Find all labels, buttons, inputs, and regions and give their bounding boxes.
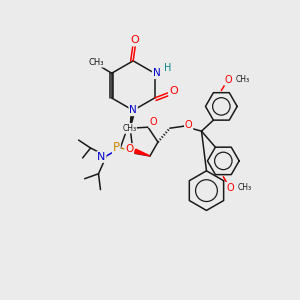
Text: N: N <box>153 68 160 78</box>
Text: N: N <box>97 152 106 162</box>
Text: O: O <box>169 86 178 96</box>
Text: O: O <box>224 75 232 85</box>
Polygon shape <box>134 149 150 156</box>
Text: CH₃: CH₃ <box>122 124 136 133</box>
Text: O: O <box>226 183 234 193</box>
Text: O: O <box>125 144 133 154</box>
Text: H: H <box>164 63 171 73</box>
Text: O: O <box>131 35 140 45</box>
Text: CH₃: CH₃ <box>235 75 249 84</box>
Polygon shape <box>130 110 135 128</box>
Text: N: N <box>129 105 137 116</box>
Text: O: O <box>185 120 193 130</box>
Text: O: O <box>149 117 157 127</box>
Text: CH₃: CH₃ <box>88 58 103 67</box>
Text: CH₃: CH₃ <box>237 183 251 192</box>
Text: P: P <box>113 140 120 154</box>
